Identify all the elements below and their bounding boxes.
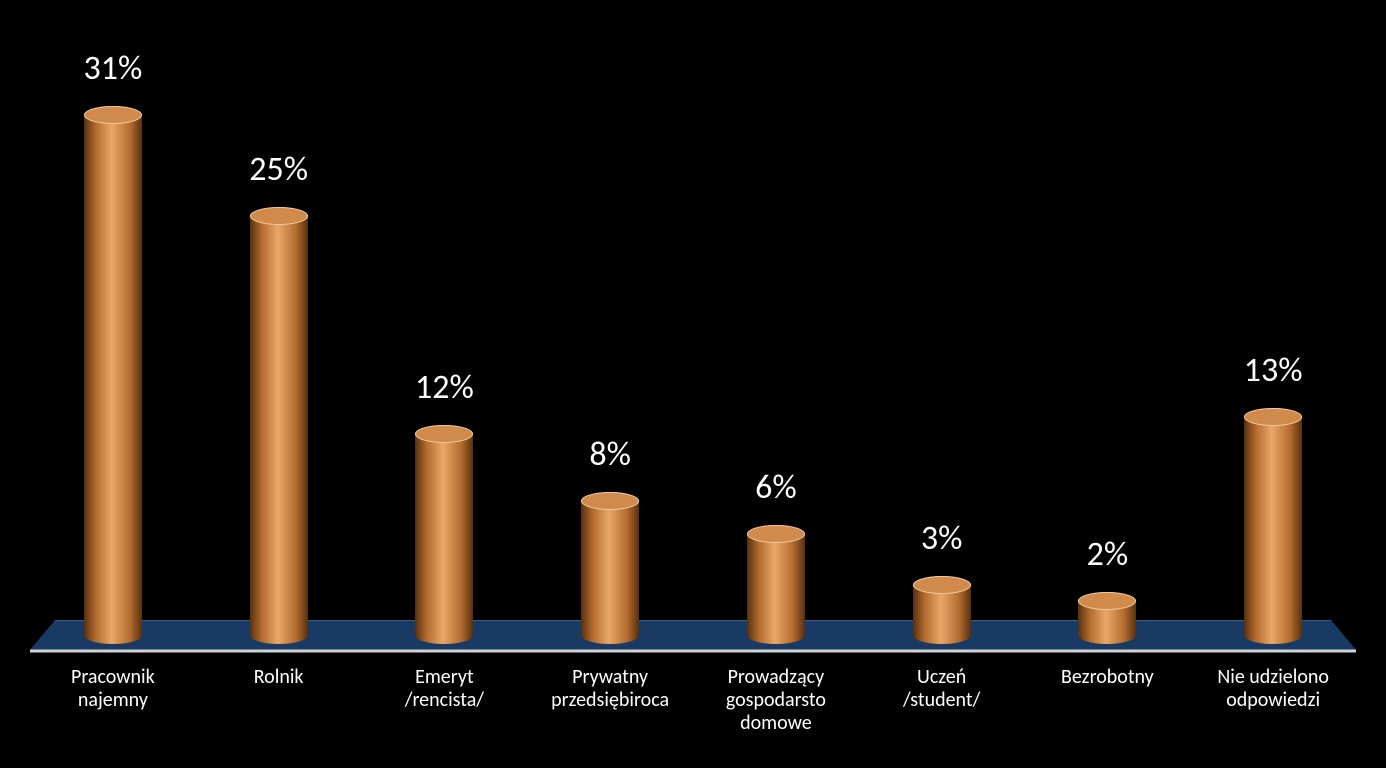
bar [581, 501, 639, 635]
value-label: 12% [364, 367, 524, 408]
x-axis-label: Emeryt /rencista/ [362, 666, 528, 735]
bar [415, 434, 473, 635]
bar [913, 585, 971, 635]
bar-top [250, 207, 308, 225]
bar-body [415, 434, 473, 635]
x-axis-label: Bezrobotny [1025, 666, 1191, 735]
x-axis-label: Rolnik [196, 666, 362, 735]
x-axis-label: Pracownik najemny [30, 666, 196, 735]
bar [84, 115, 142, 635]
bar-chart: Pracownik najemnyRolnikEmeryt /rencista/… [30, 15, 1356, 753]
value-label: 2% [1027, 534, 1187, 575]
x-axis-label: Nie udzielono odpowiedzi [1190, 666, 1356, 735]
value-label: 31% [33, 48, 193, 89]
bar [250, 216, 308, 635]
bar-body [84, 115, 142, 635]
bar-body [1244, 417, 1302, 635]
x-axis-label: Prywatny przedsiębiroca [527, 666, 693, 735]
x-axis-label: Prowadzący gospodarsto domowe [693, 666, 859, 735]
bar-body [747, 534, 805, 635]
bar [747, 534, 805, 635]
value-label: 25% [199, 149, 359, 190]
x-axis-label: Uczeń /student/ [859, 666, 1025, 735]
bar [1244, 417, 1302, 635]
bar-top [1244, 408, 1302, 426]
bar-top [415, 425, 473, 443]
bar [1078, 601, 1136, 635]
x-axis-labels: Pracownik najemnyRolnikEmeryt /rencista/… [30, 666, 1356, 735]
value-label: 8% [530, 434, 690, 475]
value-label: 6% [696, 467, 856, 508]
value-label: 13% [1193, 350, 1353, 391]
bar-body [250, 216, 308, 635]
bar-top [581, 492, 639, 510]
value-label: 3% [862, 518, 1022, 559]
bar-top [913, 576, 971, 594]
bar-body [581, 501, 639, 635]
bar-top [84, 106, 142, 124]
